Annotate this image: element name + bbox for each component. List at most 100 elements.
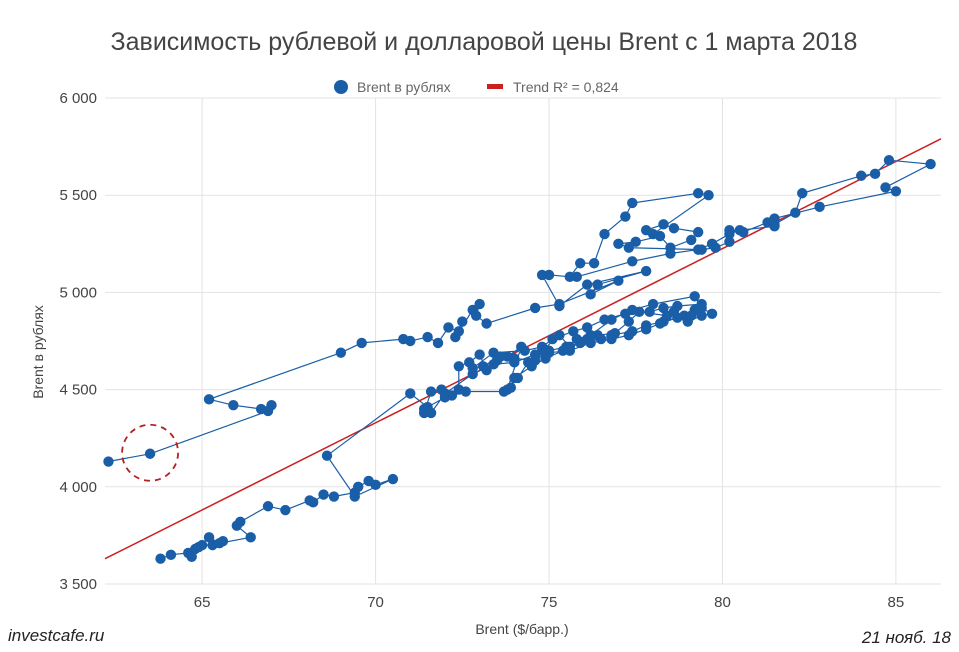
data-point (620, 308, 631, 319)
legend-label-trend: Trend R² = 0,824 (513, 79, 619, 95)
y-tick-label: 4 500 (59, 382, 97, 399)
data-point (536, 341, 548, 353)
data-point (460, 386, 471, 397)
data-point (474, 349, 485, 360)
data-point (214, 537, 225, 549)
y-axis-label: Brent в рублях (30, 305, 46, 399)
data-point (509, 357, 520, 368)
data-point (581, 279, 593, 290)
data-point (422, 331, 433, 343)
data-point (595, 333, 607, 345)
data-point (280, 504, 291, 516)
data-point (623, 316, 635, 327)
data-point (353, 481, 364, 492)
data-point (467, 368, 478, 380)
data-point (193, 541, 204, 553)
data-point (318, 489, 329, 500)
data-point (443, 322, 454, 333)
data-point (585, 329, 596, 341)
data-point (644, 306, 655, 318)
data-point (439, 388, 451, 399)
data-point (613, 275, 624, 286)
data-point (165, 549, 177, 561)
data-point (692, 244, 704, 255)
data-point (856, 170, 867, 181)
date-label: 21 нояб. 18 (861, 628, 951, 647)
data-point (706, 308, 718, 319)
data-point (321, 450, 333, 461)
data-point (405, 335, 416, 347)
x-tick-label: 85 (888, 594, 905, 611)
data-point (547, 333, 558, 345)
y-tick-label: 5 500 (59, 187, 97, 204)
y-tick-label: 3 500 (59, 576, 97, 593)
data-point (599, 314, 610, 325)
data-point (457, 316, 468, 327)
data-point (696, 310, 707, 321)
data-point (654, 230, 666, 242)
data-point (488, 359, 499, 370)
y-tick-label: 4 000 (59, 479, 97, 496)
data-point (235, 516, 246, 527)
data-point (453, 361, 465, 372)
data-point (814, 201, 825, 213)
data-point (328, 491, 340, 502)
data-point (623, 242, 635, 253)
data-point (450, 331, 461, 343)
series-layer (103, 155, 936, 564)
data-point (477, 361, 489, 372)
data-point (696, 298, 707, 310)
data-point (564, 345, 576, 356)
data-point (686, 310, 697, 321)
data-point (203, 532, 215, 543)
data-point (543, 347, 555, 358)
legend: Brent в рублях Trend R² = 0,824 (334, 79, 619, 95)
data-point (509, 372, 520, 384)
data-point (387, 473, 399, 485)
source-label: investcafe.ru (8, 626, 105, 645)
data-point (526, 361, 537, 372)
data-point (568, 326, 579, 337)
legend-marker-trend (487, 84, 503, 89)
data-point (703, 190, 714, 201)
data-point (724, 228, 735, 240)
x-tick-label: 65 (194, 594, 211, 611)
data-point (554, 300, 565, 312)
data-point (585, 289, 596, 300)
data-point (665, 248, 676, 259)
data-point (245, 532, 256, 543)
data-point (155, 553, 166, 564)
data-point (647, 298, 659, 310)
data-point (481, 318, 492, 329)
grid (105, 97, 941, 585)
x-tick-label: 75 (541, 594, 558, 611)
data-point (769, 213, 780, 224)
data-point (519, 345, 530, 356)
data-point (588, 258, 600, 269)
data-point (203, 394, 215, 405)
data-point (474, 298, 485, 310)
data-point (262, 501, 274, 512)
data-point (692, 226, 704, 238)
data-point (880, 182, 891, 193)
data-point (592, 279, 603, 290)
data-point (686, 234, 697, 246)
data-point (689, 291, 700, 302)
data-point (620, 211, 631, 222)
data-point (869, 168, 881, 180)
data-point (571, 271, 582, 283)
x-tick-label: 80 (714, 594, 731, 611)
x-axis-label: Brent ($/барр.) (475, 621, 568, 637)
data-point (599, 228, 610, 240)
data-point (425, 407, 437, 419)
data-point (613, 238, 624, 249)
data-point (405, 388, 416, 399)
data-point (103, 456, 114, 467)
data-point (529, 302, 541, 314)
legend-label-brent: Brent в рублях (357, 79, 451, 95)
data-point (575, 258, 586, 269)
y-tick-label: 6 000 (59, 90, 97, 107)
data-point (640, 324, 652, 335)
data-point (543, 269, 555, 281)
